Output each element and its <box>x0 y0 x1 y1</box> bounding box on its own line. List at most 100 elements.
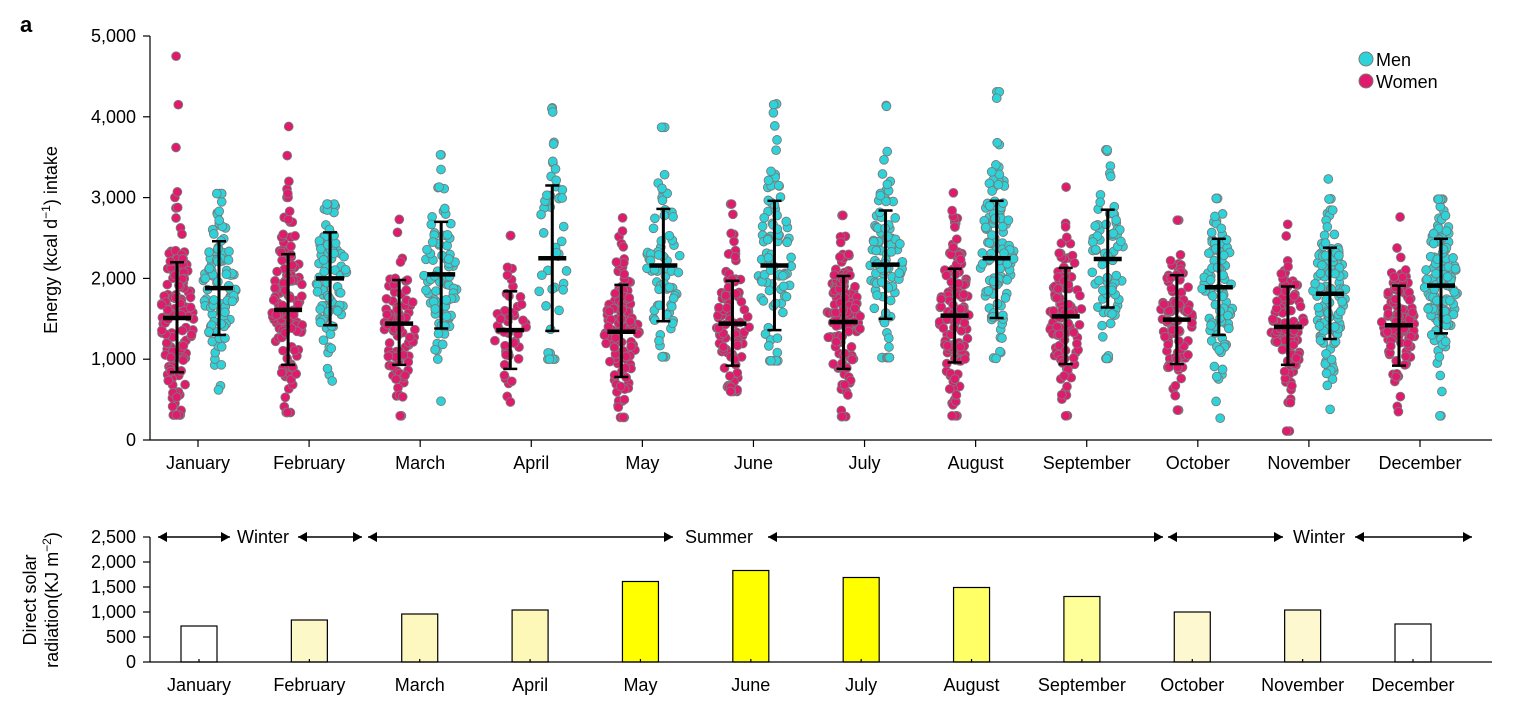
men-point <box>986 166 997 177</box>
men-point <box>897 256 908 267</box>
x-tick-label: November <box>1261 675 1344 695</box>
women-point <box>1172 215 1183 226</box>
radiation-bar <box>732 569 770 663</box>
women-point <box>1272 296 1282 307</box>
men-point <box>319 266 330 277</box>
season-arrow-head <box>1168 532 1177 542</box>
legend: Men Women <box>1358 50 1438 92</box>
men-point <box>1207 291 1218 301</box>
women-point <box>1164 305 1175 316</box>
women-point <box>506 376 517 387</box>
men-point <box>557 185 568 195</box>
men-point <box>1337 296 1347 307</box>
y-tick-label: 1,000 <box>91 602 136 622</box>
women-point <box>397 391 408 402</box>
scatter-points <box>156 51 1462 436</box>
women-point <box>1395 252 1406 263</box>
men-point <box>1211 396 1221 407</box>
men-point <box>204 247 214 257</box>
men-point <box>877 169 888 179</box>
x-tick-label: February <box>273 675 345 695</box>
men-point <box>1440 210 1451 221</box>
x-tick-label: October <box>1166 453 1230 473</box>
women-point <box>1163 339 1173 350</box>
men-point <box>1434 351 1445 362</box>
women-point <box>516 299 527 310</box>
men-point <box>534 286 545 297</box>
men-point <box>650 213 660 224</box>
women-point <box>949 374 960 384</box>
men-point <box>875 207 885 218</box>
men-point <box>1209 361 1220 372</box>
men-point <box>769 121 780 131</box>
women-point <box>1172 405 1183 415</box>
men-point <box>772 135 782 145</box>
men-point <box>1322 222 1333 232</box>
y-tick-label: 3,000 <box>91 188 136 208</box>
men-point <box>984 201 995 211</box>
women-point <box>951 234 962 245</box>
x-tick-label: January <box>166 453 230 473</box>
men-point <box>434 182 445 192</box>
women-point <box>505 397 516 407</box>
men-point <box>1097 259 1108 270</box>
men-point <box>430 304 441 314</box>
season-arrow-head <box>768 532 777 542</box>
men-point <box>1315 268 1326 279</box>
men-point <box>778 307 788 318</box>
women-point <box>162 279 173 290</box>
men-point <box>882 146 893 157</box>
men-point <box>431 286 441 296</box>
women-point <box>1389 272 1399 282</box>
women-point <box>1053 283 1063 294</box>
women-point <box>613 402 624 413</box>
men-point <box>1450 263 1461 274</box>
women-point <box>1395 212 1405 222</box>
panel-label: a <box>20 12 33 37</box>
women-point <box>722 302 732 313</box>
women-point <box>1170 390 1181 401</box>
men-point <box>992 137 1003 148</box>
top-x-ticks: January February March April May June July Augu… <box>166 440 1462 473</box>
women-point <box>177 229 187 240</box>
radiation-bar <box>511 609 549 663</box>
women-point <box>1165 255 1176 266</box>
women-point <box>382 309 392 320</box>
women-point <box>171 142 181 153</box>
women-point <box>1061 182 1071 192</box>
women-point <box>1397 272 1408 283</box>
women-point <box>499 370 510 381</box>
men-point <box>781 216 792 227</box>
women-point <box>1183 350 1193 360</box>
men-point <box>1327 205 1338 216</box>
men-point <box>1449 287 1460 297</box>
men-point <box>1441 226 1452 236</box>
men-point <box>209 295 219 305</box>
legend-women-marker <box>1358 73 1374 89</box>
y-tick-label: 1,000 <box>91 349 136 369</box>
men-point <box>668 211 678 222</box>
men-point <box>890 213 901 223</box>
women-point <box>1383 309 1394 319</box>
men-point <box>772 347 783 358</box>
men-point <box>668 293 679 304</box>
women-point <box>173 99 184 110</box>
women-point <box>172 187 183 197</box>
x-tick-label: December <box>1371 675 1454 695</box>
men-point <box>551 175 562 186</box>
men-point <box>1204 248 1214 259</box>
x-tick-label: September <box>1043 453 1131 473</box>
men-point <box>340 264 351 275</box>
men-point <box>1214 345 1225 355</box>
women-point <box>1279 366 1290 377</box>
y-tick-label: 1,500 <box>91 577 136 597</box>
men-point <box>558 221 569 232</box>
x-tick-label: March <box>395 675 445 695</box>
women-point <box>955 254 966 265</box>
women-point <box>1407 307 1418 318</box>
x-tick-label: November <box>1267 453 1350 473</box>
men-point <box>441 311 452 322</box>
energy-intake-chart: Energy (kcal d−1) intake 0 1,000 2,000 3,00… <box>39 26 1492 473</box>
men-point <box>1448 253 1458 263</box>
women-point <box>293 299 303 310</box>
